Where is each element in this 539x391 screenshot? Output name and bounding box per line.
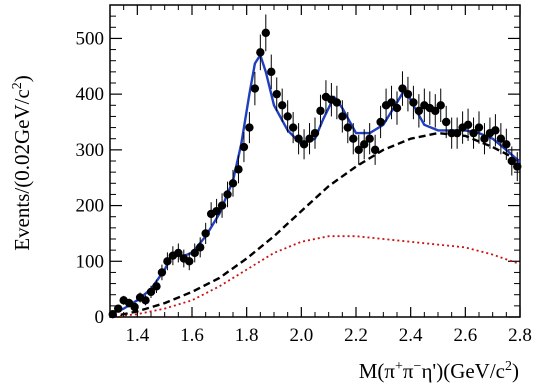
component-curve	[109, 235, 521, 318]
y-tick-label: 500	[76, 28, 105, 49]
data-point	[474, 123, 484, 132]
data-point	[442, 117, 451, 127]
data-point	[212, 206, 221, 216]
x-axis-title-prefix: M(π	[359, 359, 396, 383]
data-point	[507, 156, 516, 166]
data-point	[343, 123, 352, 132]
y-axis-title-exp: 2	[10, 82, 25, 89]
x-axis-title-minus: −	[414, 359, 422, 374]
data-point	[403, 89, 413, 99]
y-axis-title: Events/(0.02GeV/c2)	[10, 75, 34, 251]
x-tick-label: 1.6	[180, 325, 204, 346]
data-point	[185, 257, 194, 266]
data-point	[360, 140, 369, 149]
data-point	[272, 89, 281, 99]
data-point	[376, 117, 385, 127]
data-point	[223, 190, 232, 199]
y-tick-label: 0	[95, 307, 105, 328]
x-axis-title: M(π+π−η')(GeV/c2)	[359, 359, 519, 383]
data-point	[157, 268, 167, 277]
data-point	[349, 134, 358, 143]
background-curve	[109, 131, 521, 319]
x-tick-label: 2.2	[344, 325, 368, 346]
data-point	[398, 84, 407, 93]
y-axis-title-main: Events/(0.02GeV/c	[10, 89, 34, 251]
data-point	[436, 101, 445, 110]
data-point	[414, 106, 424, 116]
data-point	[491, 126, 500, 135]
data-point	[196, 243, 205, 252]
data-point	[114, 304, 123, 313]
data-point	[152, 282, 161, 291]
x-axis-title-close: )	[512, 359, 519, 383]
data-point	[283, 112, 292, 121]
data-point	[332, 98, 342, 107]
data-point	[146, 287, 156, 297]
data-point	[316, 106, 325, 116]
data-point	[463, 120, 473, 129]
data-point	[310, 128, 320, 138]
axis-ticks: 1.4 1.6 1.8 2.0 2.2 2.4 2.6 2.8 0 100 200 300 400 500	[76, 5, 532, 346]
data-point	[299, 140, 309, 149]
data-point	[338, 112, 347, 121]
plot-frame	[109, 4, 521, 318]
x-axis-title-suffix: η')(GeV/c	[421, 359, 505, 383]
y-tick-label: 200	[76, 196, 105, 217]
data-point	[288, 123, 298, 132]
data-point	[234, 165, 243, 174]
data-point	[370, 145, 380, 155]
x-axis-title-mid: π	[403, 359, 414, 383]
series-layer	[108, 14, 522, 319]
data-point	[250, 84, 260, 93]
x-tick-label: 2.6	[453, 325, 477, 346]
total-fit-curve	[109, 53, 521, 316]
data-point	[174, 248, 183, 258]
data-point	[228, 179, 238, 188]
x-tick-label: 1.8	[235, 325, 259, 346]
data-point	[256, 48, 265, 57]
data-point	[294, 134, 303, 143]
y-tick-label: 100	[76, 251, 105, 272]
data-point	[245, 123, 254, 132]
data-point	[278, 101, 287, 110]
data-point	[365, 134, 374, 143]
data-point	[354, 145, 363, 155]
data-point	[513, 162, 522, 171]
data-point	[239, 142, 249, 152]
x-tick-label: 1.4	[125, 325, 149, 346]
data-point	[163, 257, 172, 266]
data-point	[469, 128, 478, 138]
data-point	[431, 106, 440, 116]
data-point	[502, 140, 511, 149]
data-point	[305, 134, 314, 143]
data-point	[217, 201, 227, 210]
data-point	[496, 134, 506, 143]
data-point	[108, 310, 117, 319]
x-axis-title-plus: +	[395, 359, 403, 374]
data-point	[392, 103, 402, 113]
data-point	[452, 128, 462, 138]
data-point	[480, 134, 489, 143]
x-tick-label: 2.0	[289, 325, 313, 346]
data-point	[409, 98, 418, 107]
data-point	[201, 229, 210, 238]
x-axis-title-exp: 2	[505, 359, 512, 374]
data-point	[130, 302, 139, 312]
x-tick-label: 2.4	[399, 325, 423, 346]
y-tick-label: 400	[76, 84, 105, 105]
y-axis-title-close: )	[10, 75, 34, 82]
data-point	[261, 28, 270, 38]
data-point	[141, 296, 150, 305]
data-point	[267, 67, 276, 77]
data-point	[387, 98, 396, 107]
data-point	[190, 248, 199, 258]
x-tick-label: 2.8	[508, 325, 532, 346]
y-tick-label: 300	[76, 140, 105, 161]
